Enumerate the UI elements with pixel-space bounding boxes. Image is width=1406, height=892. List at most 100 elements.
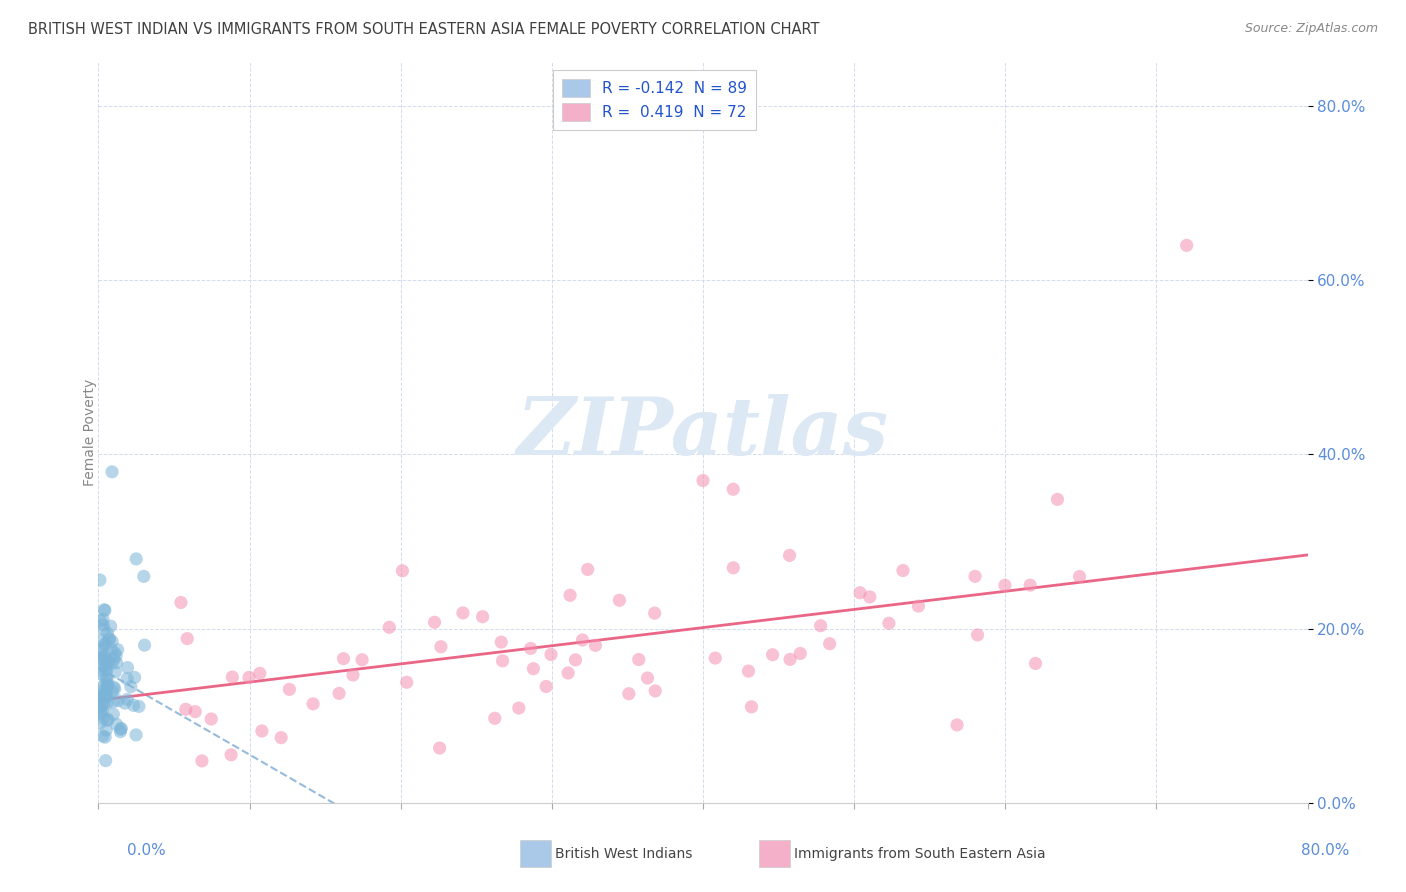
Point bbox=[170, 595, 193, 609]
Point bbox=[101, 634, 124, 648]
Point bbox=[191, 754, 214, 768]
Point bbox=[89, 715, 111, 730]
Point bbox=[94, 723, 117, 737]
Point bbox=[692, 474, 714, 488]
Point bbox=[391, 564, 413, 578]
Point bbox=[93, 622, 115, 636]
Point bbox=[98, 632, 121, 647]
Point bbox=[89, 632, 111, 647]
Point bbox=[94, 638, 117, 652]
Point bbox=[104, 665, 127, 679]
Point bbox=[849, 586, 872, 600]
Point bbox=[627, 652, 650, 666]
Point bbox=[779, 652, 801, 666]
Point bbox=[737, 664, 759, 678]
Point bbox=[94, 683, 117, 698]
Point bbox=[994, 578, 1017, 592]
Point bbox=[571, 633, 593, 648]
Point bbox=[114, 696, 136, 710]
Point bbox=[430, 640, 453, 654]
Point bbox=[96, 689, 118, 703]
Point bbox=[332, 651, 354, 665]
Y-axis label: Female Poverty: Female Poverty bbox=[83, 379, 97, 486]
Point bbox=[184, 705, 207, 719]
Point bbox=[723, 561, 745, 575]
Point bbox=[107, 642, 129, 657]
Point bbox=[104, 646, 127, 660]
Point bbox=[564, 653, 586, 667]
Point bbox=[104, 681, 127, 696]
Point bbox=[90, 663, 112, 677]
Point bbox=[90, 666, 112, 681]
Point bbox=[89, 700, 111, 714]
Point bbox=[644, 606, 666, 620]
Point bbox=[134, 638, 156, 652]
Point bbox=[522, 662, 544, 676]
Point bbox=[859, 590, 882, 604]
Point bbox=[1019, 578, 1042, 592]
Point bbox=[200, 712, 222, 726]
Point bbox=[105, 656, 128, 670]
Point bbox=[98, 632, 121, 646]
Point bbox=[91, 652, 114, 666]
Point bbox=[907, 599, 929, 613]
Point bbox=[94, 659, 117, 673]
Point bbox=[891, 564, 914, 578]
Point bbox=[491, 635, 513, 649]
Point bbox=[810, 619, 832, 633]
Point bbox=[94, 663, 117, 677]
Point bbox=[96, 626, 118, 640]
Point bbox=[519, 641, 541, 656]
Point bbox=[644, 684, 666, 698]
Point bbox=[105, 717, 128, 731]
Point bbox=[91, 703, 114, 717]
Point bbox=[1175, 238, 1198, 252]
Point bbox=[94, 730, 117, 744]
Text: 0.0%: 0.0% bbox=[127, 843, 166, 858]
Text: BRITISH WEST INDIAN VS IMMIGRANTS FROM SOUTH EASTERN ASIA FEMALE POVERTY CORRELA: BRITISH WEST INDIAN VS IMMIGRANTS FROM S… bbox=[28, 22, 820, 37]
Point bbox=[107, 694, 129, 708]
Point bbox=[100, 642, 122, 657]
Point bbox=[328, 686, 350, 700]
Point bbox=[94, 673, 117, 688]
Point bbox=[103, 680, 125, 694]
Point bbox=[101, 465, 124, 479]
Point bbox=[302, 697, 325, 711]
Point bbox=[451, 606, 474, 620]
Point bbox=[557, 665, 579, 680]
Point bbox=[89, 684, 111, 698]
Point bbox=[93, 690, 115, 705]
Point bbox=[93, 711, 115, 725]
Point bbox=[94, 690, 117, 704]
Point bbox=[238, 670, 260, 684]
Point bbox=[174, 702, 197, 716]
Point bbox=[89, 652, 111, 666]
Point bbox=[558, 588, 581, 602]
Point bbox=[101, 684, 124, 698]
Point bbox=[97, 712, 120, 726]
Point bbox=[1024, 657, 1046, 671]
Point bbox=[101, 695, 124, 709]
Point bbox=[723, 482, 745, 496]
Point bbox=[779, 549, 801, 563]
Point bbox=[94, 636, 117, 650]
Point bbox=[94, 657, 117, 672]
Point bbox=[105, 648, 128, 663]
Text: Source: ZipAtlas.com: Source: ZipAtlas.com bbox=[1244, 22, 1378, 36]
Point bbox=[91, 729, 114, 743]
Point bbox=[429, 741, 451, 756]
Point bbox=[110, 724, 132, 739]
Point bbox=[94, 754, 117, 768]
Point bbox=[94, 649, 117, 664]
Point bbox=[132, 569, 155, 583]
Point bbox=[110, 723, 132, 737]
Point bbox=[491, 654, 513, 668]
Point bbox=[637, 671, 659, 685]
Point bbox=[221, 670, 243, 684]
Point bbox=[96, 664, 118, 678]
Point bbox=[576, 562, 599, 576]
Point bbox=[115, 672, 138, 686]
Point bbox=[395, 675, 418, 690]
Point bbox=[471, 609, 494, 624]
Point bbox=[249, 666, 271, 681]
